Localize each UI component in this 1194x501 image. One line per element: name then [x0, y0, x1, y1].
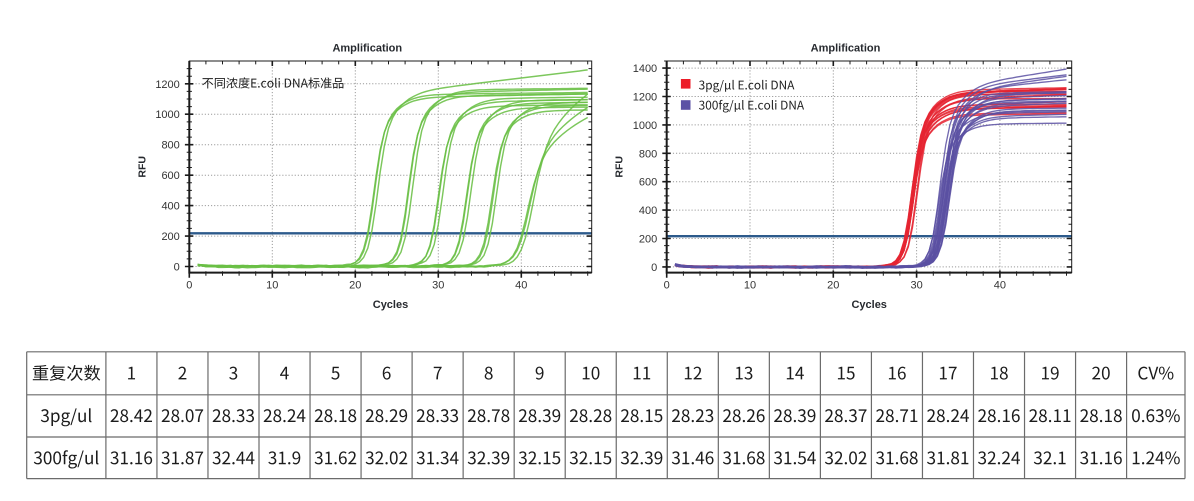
svg-text:600: 600 [161, 170, 179, 182]
svg-text:200: 200 [161, 231, 179, 243]
svg-text:200: 200 [639, 234, 657, 246]
svg-text:40: 40 [994, 280, 1006, 292]
svg-text:400: 400 [161, 201, 179, 213]
svg-text:30: 30 [432, 280, 444, 292]
svg-text:10: 10 [266, 280, 278, 292]
svg-text:1000: 1000 [633, 120, 657, 132]
svg-text:RFU: RFU [614, 156, 626, 178]
svg-text:1200: 1200 [155, 79, 179, 91]
svg-text:800: 800 [161, 140, 179, 152]
svg-text:40: 40 [515, 280, 527, 292]
svg-text:10: 10 [744, 280, 756, 292]
svg-text:1400: 1400 [633, 63, 657, 75]
svg-text:1200: 1200 [633, 92, 657, 104]
svg-text:0: 0 [664, 280, 670, 292]
svg-text:Amplification: Amplification [811, 43, 881, 55]
svg-text:800: 800 [639, 148, 657, 160]
svg-text:0: 0 [186, 280, 192, 292]
svg-text:RFU: RFU [136, 156, 148, 178]
svg-text:0: 0 [651, 262, 657, 274]
svg-text:20: 20 [349, 280, 361, 292]
svg-text:1000: 1000 [155, 109, 179, 121]
svg-text:20: 20 [827, 280, 839, 292]
svg-text:Cycles: Cycles [373, 299, 408, 311]
svg-text:Amplification: Amplification [332, 43, 402, 55]
svg-text:400: 400 [639, 205, 657, 217]
svg-text:0: 0 [174, 262, 180, 274]
svg-text:30: 30 [910, 280, 922, 292]
svg-text:Cycles: Cycles [851, 299, 886, 311]
svg-text:600: 600 [639, 177, 657, 189]
